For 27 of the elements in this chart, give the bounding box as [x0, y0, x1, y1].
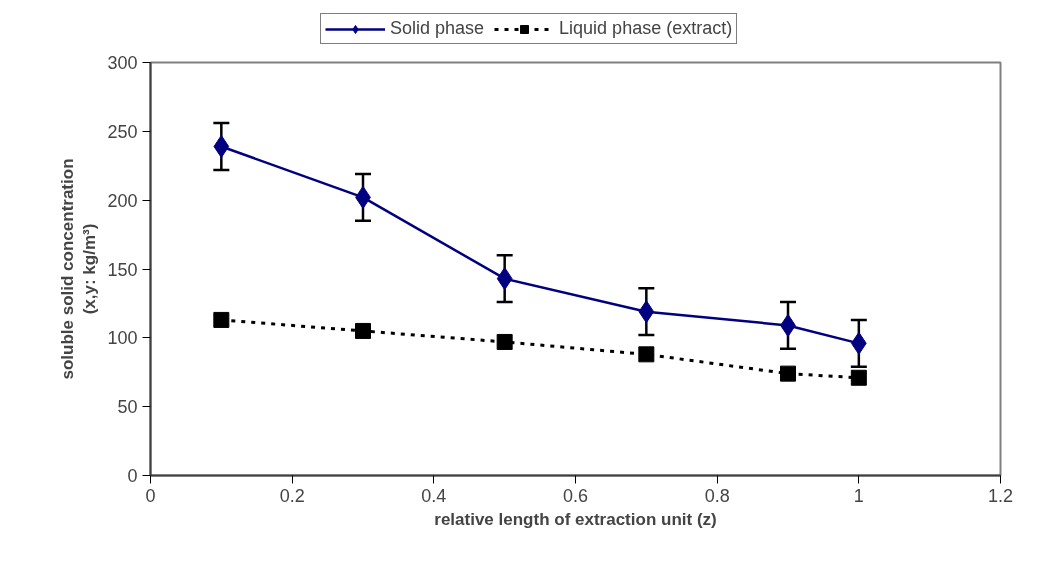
point	[850, 369, 867, 386]
y-tick-label: 100	[107, 328, 138, 349]
legend-label: Solid phase	[390, 18, 485, 39]
y-tick-label: 50	[117, 397, 138, 418]
point	[780, 365, 796, 382]
point	[638, 346, 655, 363]
x-tick-label: 0.6	[562, 485, 589, 506]
point	[638, 300, 655, 324]
y-tick-label: 150	[107, 259, 138, 280]
point	[213, 311, 230, 328]
x-tick-label: 0.8	[704, 485, 730, 506]
point	[496, 267, 513, 291]
x-tick-label: 0.2	[279, 485, 305, 506]
point	[213, 134, 230, 158]
x-tick-label: 1.2	[987, 485, 1014, 506]
x-axis-title: relative length of extraction unit (z)	[434, 509, 717, 529]
y-tick-label: 250	[107, 121, 138, 142]
x-tick-label: 0.4	[421, 485, 447, 506]
y-tick-label: 200	[107, 190, 138, 211]
y-axis-title: soluble solid concentration (x,y: kg/m³)	[57, 158, 100, 380]
legend-label: Liquid phase (extract)	[559, 18, 733, 39]
point	[496, 333, 513, 350]
y-tick-label: 300	[107, 53, 138, 73]
y-tick-label: 0	[127, 466, 138, 486]
x-tick-label: 1	[853, 485, 864, 506]
point	[355, 322, 371, 339]
x-tick-label: 0	[145, 485, 156, 506]
